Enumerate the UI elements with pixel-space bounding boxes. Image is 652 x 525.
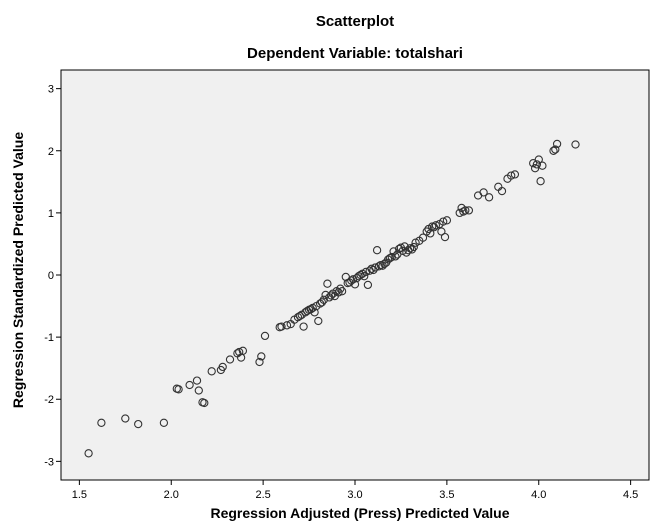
data-point bbox=[510, 170, 520, 179]
data-point bbox=[464, 206, 474, 215]
data-point bbox=[174, 385, 183, 394]
data-point bbox=[497, 186, 507, 196]
y-tick-label: -2 bbox=[44, 394, 54, 406]
data-point bbox=[367, 264, 376, 273]
data-point bbox=[409, 242, 418, 252]
x-tick-label: 2.0 bbox=[164, 489, 179, 501]
data-point bbox=[530, 164, 540, 173]
data-point bbox=[282, 321, 292, 330]
data-point bbox=[549, 146, 558, 155]
x-tick-label: 3.5 bbox=[439, 489, 454, 501]
data-points bbox=[84, 139, 580, 458]
data-point bbox=[326, 291, 336, 300]
x-tick-label: 4.5 bbox=[623, 489, 638, 501]
data-point bbox=[257, 352, 266, 361]
data-point bbox=[299, 322, 308, 331]
data-point bbox=[260, 331, 270, 341]
data-point bbox=[385, 254, 395, 263]
data-point bbox=[538, 161, 547, 170]
chart-title: Scatterplot bbox=[316, 13, 394, 30]
data-point bbox=[372, 246, 382, 255]
data-point bbox=[255, 357, 264, 367]
data-point bbox=[134, 419, 143, 429]
x-axis: 1.5 2.0 2.5 3.0 3.5 4.0 4.5 bbox=[72, 480, 638, 501]
data-point bbox=[194, 386, 203, 395]
x-tick-label: 4.0 bbox=[531, 489, 546, 501]
data-point bbox=[440, 232, 450, 242]
data-point bbox=[363, 280, 373, 290]
data-point bbox=[371, 263, 380, 272]
data-point bbox=[551, 145, 560, 154]
data-point bbox=[507, 171, 516, 180]
data-point bbox=[218, 362, 227, 372]
data-point bbox=[192, 376, 202, 385]
data-point bbox=[207, 367, 216, 376]
data-point bbox=[418, 233, 428, 242]
data-point bbox=[374, 262, 384, 271]
data-point bbox=[225, 355, 235, 364]
y-tick-label: -1 bbox=[44, 332, 54, 344]
data-point bbox=[84, 449, 93, 458]
data-point bbox=[439, 217, 448, 226]
data-point bbox=[461, 206, 470, 215]
y-tick-label: 2 bbox=[48, 146, 54, 158]
data-point bbox=[200, 398, 209, 408]
data-point bbox=[484, 193, 494, 202]
data-point bbox=[393, 250, 402, 259]
data-point bbox=[369, 265, 378, 275]
x-tick-label: 2.5 bbox=[255, 489, 270, 501]
y-tick-label: 3 bbox=[48, 84, 54, 96]
data-point bbox=[310, 308, 319, 317]
data-point bbox=[159, 418, 169, 427]
data-point bbox=[536, 177, 545, 186]
data-point bbox=[405, 244, 415, 253]
data-point bbox=[552, 139, 562, 149]
data-point bbox=[295, 311, 305, 321]
data-point bbox=[121, 414, 130, 423]
data-point bbox=[336, 284, 345, 293]
data-point bbox=[387, 252, 396, 262]
x-axis-label: Regression Adjusted (Press) Predicted Va… bbox=[210, 505, 509, 521]
data-point bbox=[532, 160, 542, 169]
data-point bbox=[442, 216, 452, 225]
data-point bbox=[277, 322, 286, 331]
chart-subtitle: Dependent Variable: totalshari bbox=[247, 45, 463, 62]
data-point bbox=[185, 380, 194, 390]
data-point bbox=[529, 159, 538, 168]
data-point bbox=[534, 155, 543, 164]
y-axis: -3 -2 -1 0 1 2 3 bbox=[44, 84, 61, 468]
data-point bbox=[431, 221, 441, 230]
data-point bbox=[407, 245, 417, 254]
data-point bbox=[238, 346, 248, 355]
data-point bbox=[571, 140, 580, 149]
data-point bbox=[323, 279, 332, 288]
data-point bbox=[459, 207, 468, 216]
data-point bbox=[319, 295, 328, 304]
data-point bbox=[314, 316, 323, 326]
data-point bbox=[235, 347, 244, 357]
data-point bbox=[317, 298, 327, 307]
y-tick-label: -3 bbox=[44, 456, 54, 468]
data-point bbox=[350, 280, 360, 289]
data-point bbox=[360, 272, 369, 281]
x-tick-label: 3.0 bbox=[347, 489, 362, 501]
y-tick-label: 1 bbox=[48, 208, 54, 220]
data-point bbox=[391, 252, 400, 261]
y-tick-label: 0 bbox=[48, 270, 54, 282]
data-point bbox=[337, 287, 347, 296]
data-point bbox=[97, 418, 106, 427]
x-tick-label: 1.5 bbox=[72, 489, 87, 501]
y-axis-label: Regression Standardized Predicted Value bbox=[10, 132, 26, 408]
data-point bbox=[479, 188, 488, 197]
data-point bbox=[455, 208, 464, 218]
